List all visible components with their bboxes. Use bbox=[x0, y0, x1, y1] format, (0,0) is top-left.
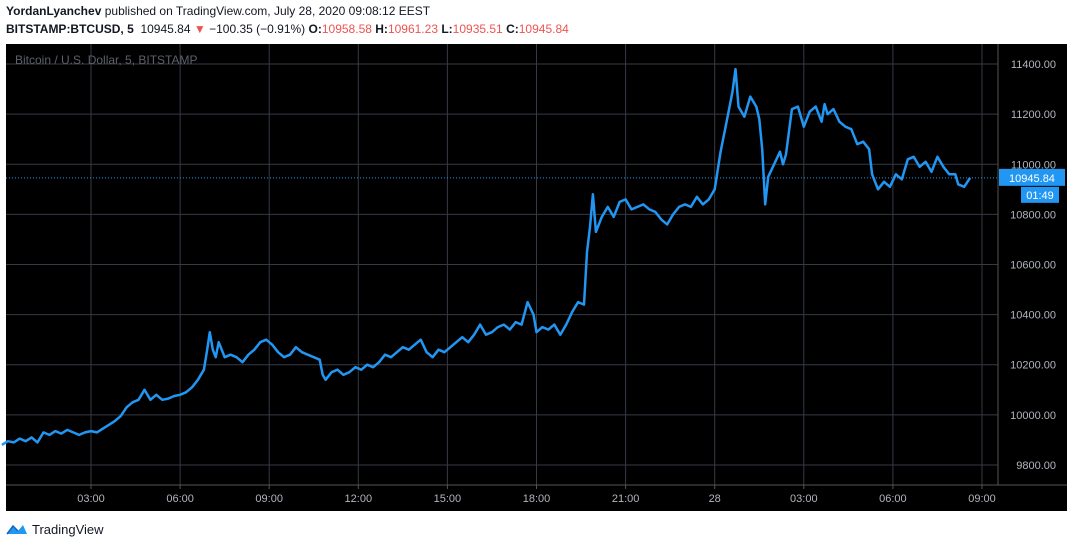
x-tick-label: 12:00 bbox=[345, 493, 373, 505]
x-tick-label: 09:00 bbox=[968, 493, 996, 505]
y-tick-label: 10800.00 bbox=[1010, 209, 1056, 221]
x-tick-label: 03:00 bbox=[77, 493, 105, 505]
countdown-tag-text: 01:49 bbox=[1026, 190, 1054, 202]
symbol-label: BITSTAMP:BTCUSD, 5 bbox=[6, 22, 134, 36]
x-tick-label: 06:00 bbox=[166, 493, 194, 505]
price-chart: Bitcoin / U.S. Dollar, 5, BITSTAMP 9800.… bbox=[1, 44, 1067, 511]
x-tick-label: 15:00 bbox=[434, 493, 462, 505]
open-value: 10958.58 bbox=[321, 22, 372, 36]
x-tick-label: 21:00 bbox=[612, 493, 640, 505]
tradingview-logo-icon bbox=[6, 524, 27, 535]
price-axis-labels: 9800.00 10000.00 10200.00 10400.00 10600.00 1… bbox=[1010, 59, 1056, 472]
high-value: 10961.23 bbox=[387, 22, 438, 36]
x-tick-label: 28 bbox=[709, 493, 721, 505]
horizontal-gridlines bbox=[6, 63, 998, 466]
tradingview-footer[interactable]: TradingView bbox=[6, 519, 104, 539]
y-tick-label: 10600.00 bbox=[1010, 260, 1056, 272]
tradingview-brand: TradingView bbox=[32, 521, 104, 537]
down-arrow-icon: ▼ bbox=[193, 22, 206, 36]
price-series bbox=[1, 67, 972, 446]
last-price-tag-bg bbox=[999, 168, 1065, 186]
x-tick-label: 06:00 bbox=[879, 493, 907, 505]
author-name: YordanLyanchev bbox=[6, 4, 102, 18]
x-tick-label: 03:00 bbox=[790, 493, 818, 505]
chart-title: Bitcoin / U.S. Dollar, 5, BITSTAMP bbox=[15, 53, 198, 67]
y-tick-label: 11000.00 bbox=[1011, 159, 1056, 171]
time-axis-labels: 03:00 06:00 09:00 12:00 15:00 18:00 21:00 28 03:… bbox=[77, 485, 996, 505]
high-label: H: bbox=[375, 22, 388, 36]
close-value: 10945.84 bbox=[518, 22, 569, 36]
countdown-tag-bg bbox=[1021, 186, 1059, 203]
last-price-tag-text: 10945.84 bbox=[1009, 173, 1055, 185]
y-tick-label: 10200.00 bbox=[1010, 360, 1056, 372]
published-text: published on TradingView.com, July 28, 2… bbox=[104, 4, 431, 18]
y-tick-label: 11200.00 bbox=[1011, 109, 1056, 121]
publish-info: YordanLyanchev published on TradingView.… bbox=[6, 4, 430, 18]
y-tick-label: 10400.00 bbox=[1010, 310, 1056, 322]
open-label: O: bbox=[308, 22, 322, 36]
low-label: L: bbox=[441, 22, 453, 36]
price-change: −100.35 (−0.91%) bbox=[209, 22, 306, 36]
y-tick-label: 9800.00 bbox=[1016, 460, 1056, 472]
y-tick-label: 11400.00 bbox=[1011, 59, 1056, 71]
series-line bbox=[1, 67, 972, 446]
last-price: 10945.84 bbox=[140, 22, 191, 36]
low-value: 10935.51 bbox=[452, 22, 503, 36]
x-tick-label: 18:00 bbox=[523, 493, 551, 505]
x-tick-label: 09:00 bbox=[255, 493, 283, 505]
ohlc-line: BITSTAMP:BTCUSD, 5 10945.84 ▼ −100.35 (−… bbox=[6, 22, 569, 36]
close-label: C: bbox=[506, 22, 519, 36]
y-tick-label: 10000.00 bbox=[1010, 410, 1056, 422]
last-price-tag: 10945.84 01:49 bbox=[999, 168, 1065, 203]
